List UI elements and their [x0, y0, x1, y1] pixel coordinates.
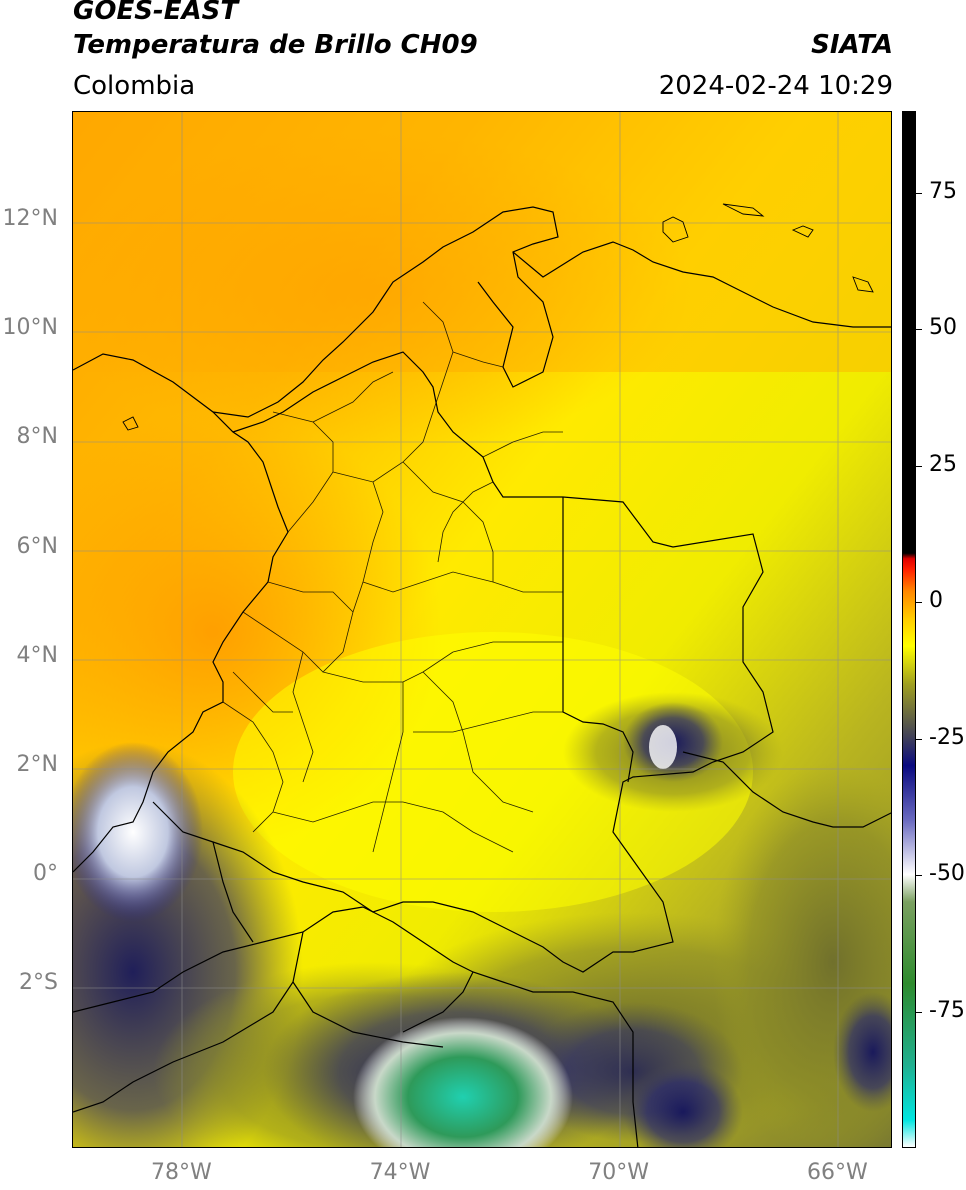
colorbar-tick-mark	[916, 465, 922, 467]
colorbar-tick-mark	[916, 875, 922, 877]
longitude-tick-label: 74°W	[369, 1160, 431, 1185]
colorbar-tick-label: 50	[929, 315, 957, 341]
longitude-tick-label: 70°W	[588, 1160, 650, 1185]
latitude-tick-label: 10°N	[2, 315, 58, 341]
map-canvas	[73, 112, 891, 1147]
colorbar-tick-label: -25	[929, 724, 965, 750]
longitude-tick-label: 66°W	[806, 1160, 868, 1185]
longitude-tick-label: 78°W	[150, 1160, 212, 1185]
colorbar-tick-label: 75	[929, 178, 957, 204]
colorbar-tick-mark	[916, 602, 922, 604]
gridlines	[73, 112, 891, 1147]
colorbar-tick-mark	[916, 1011, 922, 1013]
colorbar-tick-label: 25	[929, 451, 957, 477]
organization-label: SIATA	[811, 30, 893, 60]
colorbar-tick-mark	[916, 738, 922, 740]
latitude-tick-label: 2°N	[16, 751, 58, 777]
borders	[73, 206, 891, 1147]
satellite-title: GOES-EAST	[73, 0, 239, 26]
department-borders	[222, 301, 563, 853]
latitude-tick-label: 8°N	[16, 424, 58, 450]
latitude-tick-label: 0°	[33, 861, 58, 887]
product-title: Temperatura de Brillo CH09	[73, 30, 478, 60]
region-label: Colombia	[73, 71, 196, 101]
satellite-map	[72, 111, 892, 1148]
latitude-tick-label: 6°N	[16, 533, 58, 559]
latitude-tick-label: 12°N	[2, 206, 58, 232]
colorbar-tick-label: -75	[929, 997, 965, 1023]
coastline-details	[122, 203, 874, 431]
colorbar-tick-label: 0	[929, 588, 943, 614]
datetime-label: 2024-02-24 10:29	[658, 71, 893, 101]
colorbar-tick-mark	[916, 192, 922, 194]
latitude-tick-label: 2°S	[19, 970, 58, 996]
latitude-tick-label: 4°N	[16, 642, 58, 668]
colorbar	[902, 111, 916, 1148]
colorbar-tick-mark	[916, 329, 922, 331]
colorbar-tick-label: -50	[929, 861, 965, 887]
cloud-cluster-amazon	[353, 1017, 573, 1147]
